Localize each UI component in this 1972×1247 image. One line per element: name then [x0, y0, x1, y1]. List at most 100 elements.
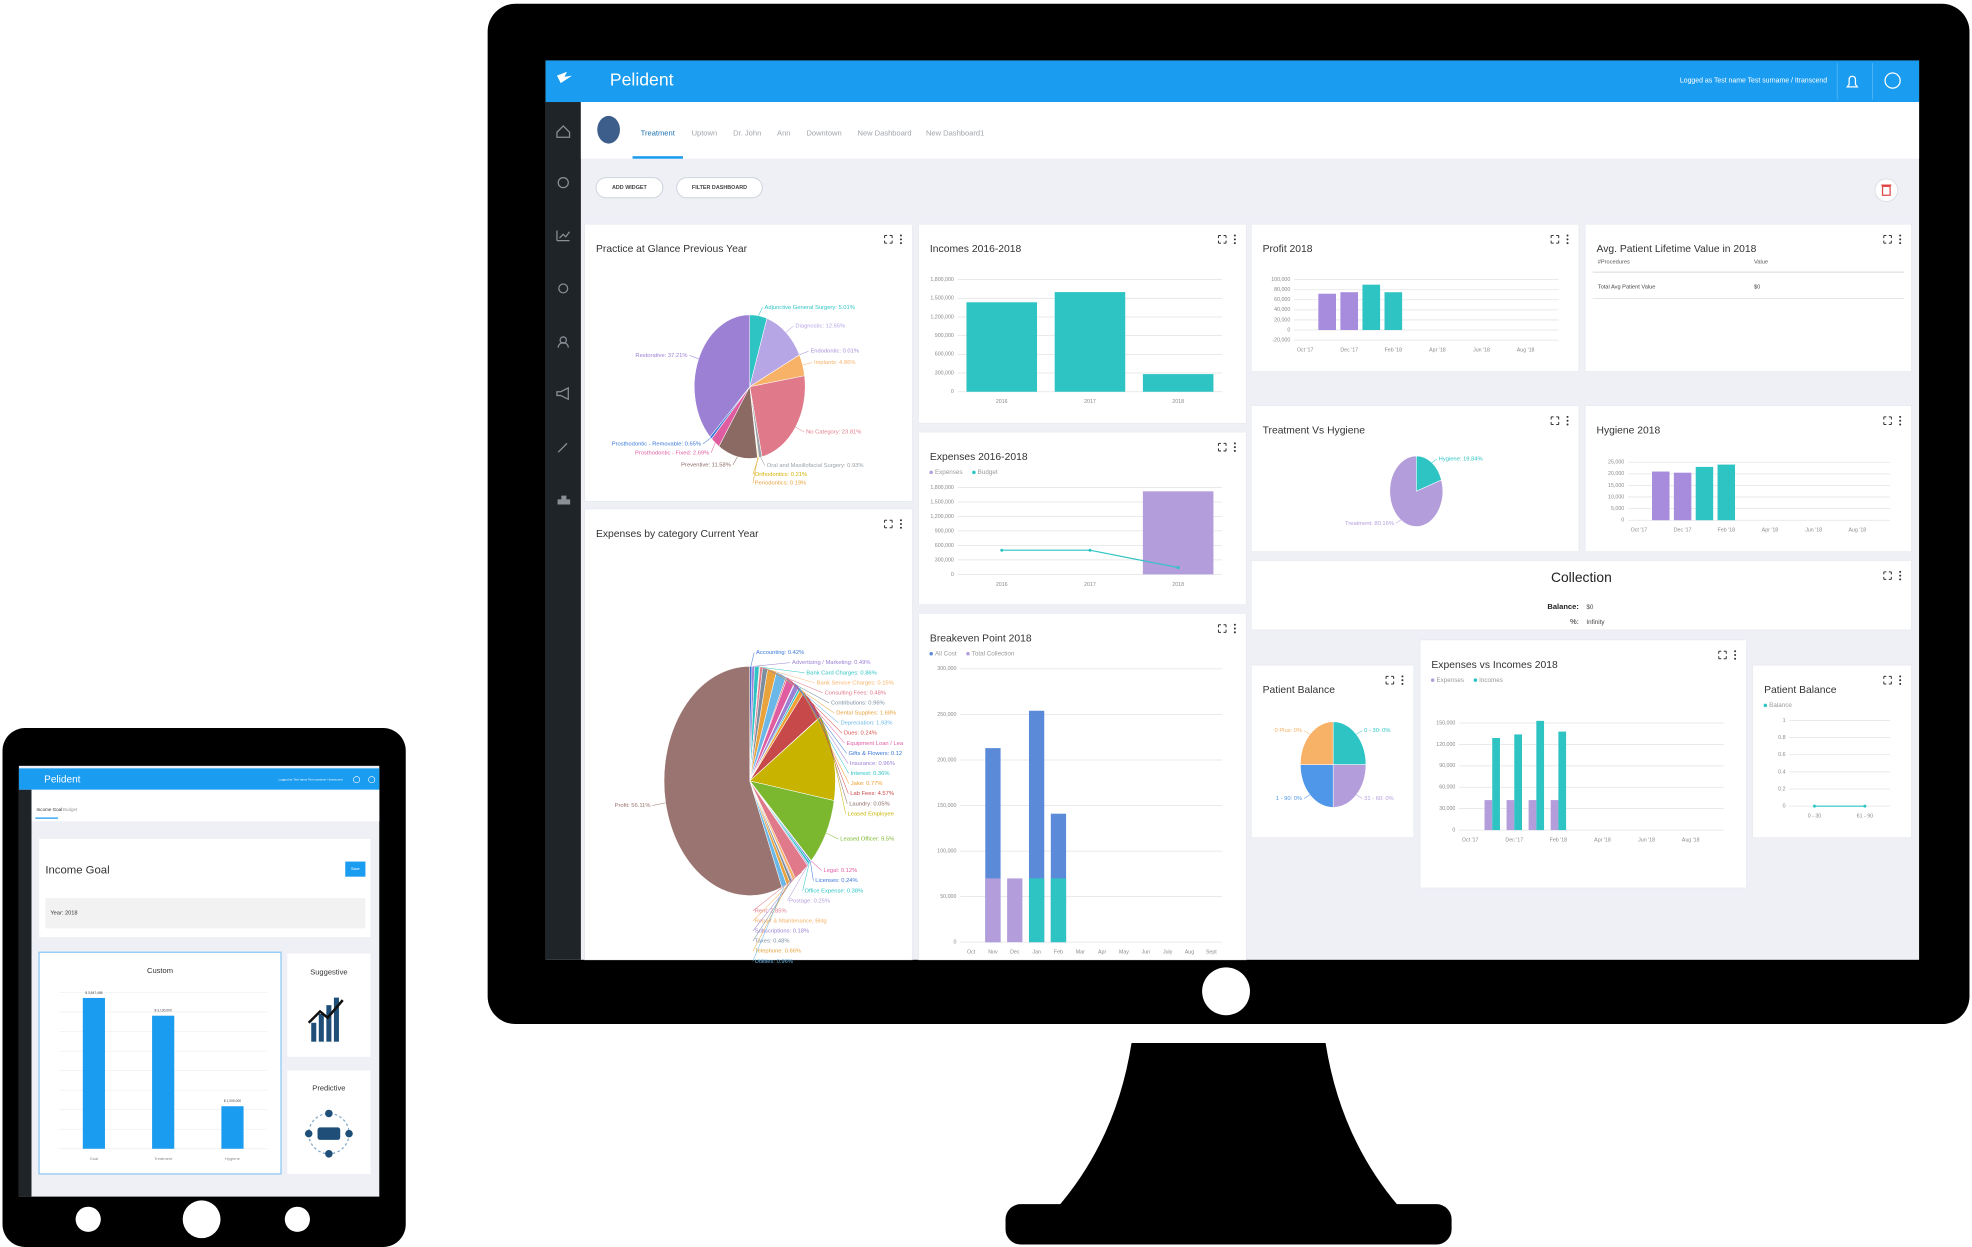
bar — [1050, 878, 1067, 943]
expand-icon[interactable] — [1550, 235, 1560, 244]
active-tab-underline — [35, 817, 58, 819]
nav-user[interactable] — [557, 336, 569, 348]
legend-label[interactable]: Balance — [1769, 702, 1792, 709]
legend-marker — [929, 470, 933, 475]
year-select[interactable] — [45, 898, 366, 929]
expand-icon[interactable] — [1883, 235, 1892, 244]
tabs: Treatment Uptown Dr. John Ann Downtown New Da… — [641, 129, 985, 138]
legend-label[interactable]: All Cost — [935, 650, 957, 657]
nav-plugin[interactable] — [557, 495, 571, 505]
filter-dashboard-button[interactable] — [676, 177, 763, 199]
bar — [82, 997, 105, 1149]
widget-title: Avg. Patient Lifetime Value in 2018 — [1597, 244, 1757, 255]
x-tick-label: July — [1163, 950, 1173, 956]
y-tick-label: 1,800,000 — [930, 485, 954, 491]
bell-icon[interactable] — [353, 776, 361, 784]
avatar[interactable] — [597, 115, 620, 144]
legend-label[interactable]: Incomes — [1479, 677, 1503, 684]
expand-icon[interactable] — [1883, 675, 1892, 685]
add-widget-button[interactable] — [595, 177, 664, 199]
legend-label[interactable]: Expenses — [935, 469, 963, 476]
expand-icon[interactable] — [1883, 571, 1892, 580]
y-tick-label: 5,000 — [1611, 506, 1624, 512]
widgets: Practice at Glance Previous Year Adjuncti… — [584, 223, 1912, 965]
expand-icon[interactable] — [884, 519, 893, 529]
widget: Practice at Glance Previous Year Adjuncti… — [584, 223, 913, 502]
user-icon[interactable] — [368, 776, 376, 784]
pie-label: Accounting: 0.42% — [756, 650, 804, 656]
leader-line — [1303, 730, 1311, 735]
leader-line — [810, 860, 822, 871]
bar — [1007, 878, 1023, 943]
nav-wrench[interactable] — [557, 442, 568, 453]
expand-icon[interactable] — [1883, 416, 1892, 425]
y-tick-label: 300,000 — [935, 370, 954, 376]
y-tick-label: 600,000 — [935, 543, 954, 549]
user-info: Logged as Test name Test surname / Itran… — [1680, 77, 1827, 84]
leader-line — [752, 880, 793, 932]
nav-marketing[interactable] — [556, 386, 569, 401]
delete-button[interactable] — [1874, 178, 1899, 203]
year-label: Year: 2018 — [50, 911, 77, 917]
expand-icon[interactable] — [884, 235, 893, 244]
leader-line — [756, 666, 805, 673]
expand-icon[interactable] — [1217, 624, 1227, 633]
menu-dot — [1899, 423, 1902, 426]
save-button[interactable] — [345, 861, 366, 877]
tablet-chart: Goal Treatment Hygiene $ 3,547,498 $ 3,130,0… — [59, 991, 268, 1161]
expand-icon[interactable] — [1385, 675, 1395, 685]
user-icon[interactable] — [1884, 72, 1901, 89]
card-title: Income Goal — [45, 864, 109, 876]
nav-tools[interactable] — [558, 283, 569, 294]
bell-icon[interactable] — [1845, 75, 1859, 88]
leader-line — [1356, 730, 1363, 735]
tab[interactable]: Income Goal — [37, 807, 63, 812]
tab[interactable]: Treatment — [641, 129, 676, 138]
nav-chart[interactable] — [556, 230, 571, 242]
widget-card — [1250, 223, 1580, 372]
pie-slice — [749, 716, 836, 801]
menu-dot — [1233, 627, 1236, 630]
widget: Expenses vs Incomes 2018 0 30,000 60,000 90,… — [1419, 639, 1747, 889]
y-tick-label: 300,000 — [937, 666, 956, 672]
widget-title: Patient Balance — [1764, 685, 1837, 696]
tab[interactable]: Budget — [63, 807, 78, 812]
tab[interactable]: New Dashboard — [857, 129, 911, 138]
x-tick-label: Hygiene — [225, 1156, 241, 1161]
expand-icon[interactable] — [1550, 416, 1560, 425]
tab[interactable]: Ann — [777, 129, 790, 138]
x-tick-label: Jun '18 — [1805, 528, 1822, 534]
x-tick-label: 0 - 30 — [1808, 814, 1822, 820]
leader-line — [802, 690, 850, 784]
y-tick-label: 0 — [953, 940, 956, 946]
expand-icon[interactable] — [1718, 650, 1727, 660]
x-tick-label: Nov — [988, 950, 998, 956]
x-tick-label: Oct — [967, 950, 976, 956]
pie-label: Lab Fees: 4.57% — [850, 791, 894, 797]
tablet-tabs — [31, 789, 380, 822]
menu-dot — [899, 238, 902, 241]
tab[interactable]: Downtown — [806, 129, 841, 138]
tab[interactable]: Dr. John — [733, 129, 761, 138]
tab[interactable]: Uptown — [692, 129, 718, 138]
legend-label[interactable]: Total Collection — [972, 650, 1015, 657]
menu-dot — [1899, 675, 1902, 678]
nav-home[interactable] — [556, 125, 571, 138]
card-title: Suggestive — [310, 967, 347, 976]
expand-icon[interactable] — [1217, 442, 1227, 452]
legend-label[interactable]: Budget — [978, 469, 998, 476]
y-tick-label: 120,000 — [1436, 742, 1455, 748]
legend-label[interactable]: Expenses — [1436, 677, 1464, 684]
bar — [221, 1106, 244, 1149]
leader-line — [689, 355, 699, 360]
tablet-button — [75, 1206, 101, 1232]
expand-icon[interactable] — [1217, 235, 1227, 244]
tablet-button — [284, 1206, 310, 1232]
tab[interactable]: New Dashboard1 — [926, 129, 984, 138]
menu-dot — [1401, 682, 1404, 685]
pie-label: Interest: 0.36% — [851, 771, 890, 777]
series-line — [1001, 549, 1179, 569]
y-tick-label: 20,000 — [1274, 317, 1290, 323]
nav-goal[interactable] — [557, 176, 569, 189]
app-header — [545, 60, 1920, 103]
